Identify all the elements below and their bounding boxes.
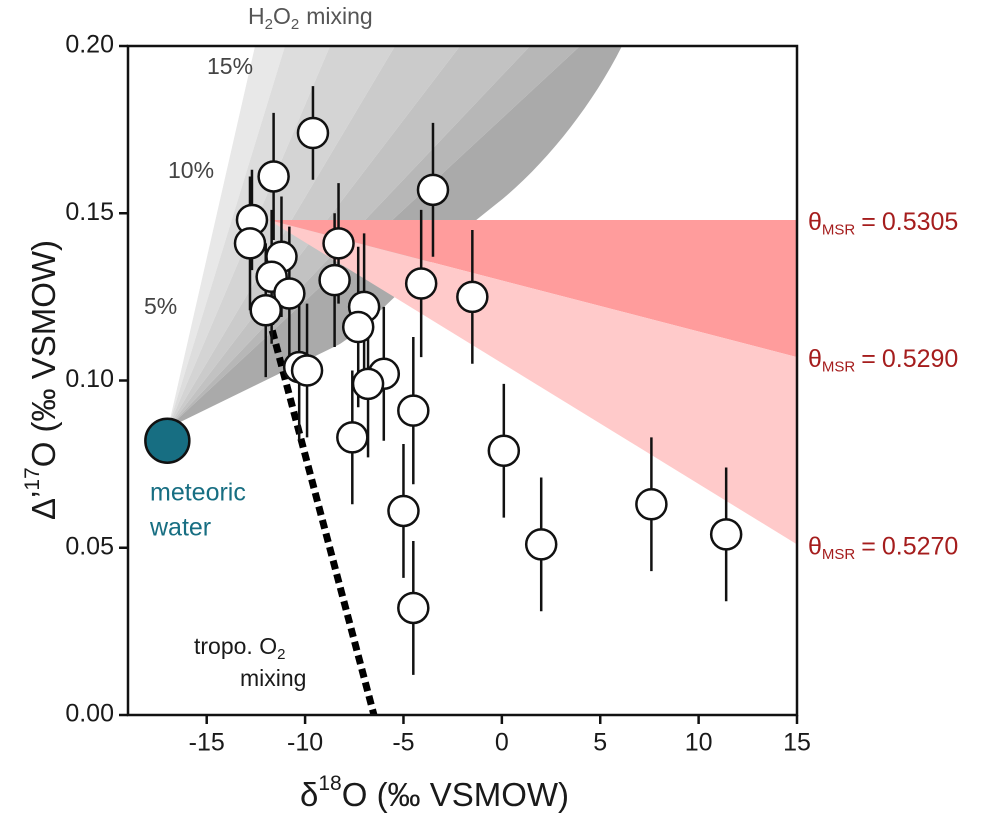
sample-point bbox=[336, 421, 369, 454]
tropo-label: tropo. O2 bbox=[194, 633, 285, 663]
y-tick-label: 0.20 bbox=[65, 31, 114, 59]
x-tick-label: -15 bbox=[189, 729, 225, 757]
percent-label: 15% bbox=[207, 53, 253, 79]
percent-label: 10% bbox=[168, 157, 214, 183]
theta-label-part: MSR bbox=[822, 359, 856, 376]
y-tick-label: 0.15 bbox=[65, 198, 114, 226]
theta-label-part: MSR bbox=[822, 221, 856, 238]
meteoric-label: meteoric bbox=[150, 479, 246, 507]
sample-point bbox=[351, 367, 385, 401]
tropo-label-part: 2 bbox=[277, 646, 285, 663]
x-tick-label: 15 bbox=[783, 729, 811, 757]
percent-label: 5% bbox=[144, 293, 177, 319]
y-tick-label: 0.05 bbox=[65, 532, 114, 560]
x-axis-label: δ18O (‰ VSMOW) bbox=[300, 771, 569, 812]
h2o2-title-part: mixing bbox=[306, 3, 372, 29]
h2o2-title-part: O bbox=[273, 3, 291, 29]
sample-point bbox=[709, 518, 743, 551]
x-axis-label-part: O (‰ VSMOW) bbox=[342, 776, 569, 813]
x-tick-label: 10 bbox=[685, 729, 713, 757]
x-axis-label-part: δ bbox=[300, 776, 318, 813]
meteoric-water-point bbox=[144, 417, 191, 464]
y-tick-label: 0.00 bbox=[65, 700, 114, 728]
sample-point bbox=[487, 434, 521, 467]
theta-label-part: θ bbox=[808, 345, 822, 373]
sample-point bbox=[318, 263, 351, 297]
h2o2-title-part: H bbox=[248, 3, 265, 29]
tropo-label-part: tropo. O bbox=[194, 633, 277, 659]
sample-point bbox=[397, 591, 430, 625]
sample-point bbox=[404, 267, 438, 300]
tropo-mixing-line bbox=[265, 316, 378, 716]
y-tick-label: 0.10 bbox=[65, 365, 114, 393]
x-axis-label-part: 18 bbox=[318, 771, 341, 794]
sample-point bbox=[635, 488, 668, 521]
theta-label: θMSR = 0.5290 bbox=[808, 345, 958, 376]
theta-label-part: = bbox=[861, 532, 876, 560]
sample-point bbox=[341, 310, 375, 344]
tropo-label: mixing bbox=[240, 665, 306, 691]
h2o2-title: H2O2 mixing bbox=[248, 3, 373, 33]
x-tick-label: -5 bbox=[392, 729, 414, 757]
theta-label-part: = bbox=[861, 345, 876, 373]
sample-point bbox=[249, 294, 282, 327]
y-axis-label-part: O (‰ VSMOW) bbox=[25, 240, 62, 467]
meteoric-label: water bbox=[149, 514, 211, 542]
sample-point bbox=[296, 116, 330, 150]
y-axis-label-part: 17 bbox=[20, 467, 43, 490]
y-axis-label-part: Δ’ bbox=[25, 491, 62, 520]
sample-point bbox=[387, 494, 420, 528]
theta-wedge bbox=[268, 219, 797, 545]
x-tick-label: -10 bbox=[287, 729, 323, 757]
y-axis-label: Δ’17O (‰ VSMOW) bbox=[20, 240, 61, 520]
theta-label-part: θ bbox=[808, 208, 822, 236]
sample-point bbox=[524, 528, 558, 561]
theta-label-part: 0.5270 bbox=[882, 532, 958, 560]
sample-point bbox=[322, 227, 355, 260]
theta-label-part: 0.5290 bbox=[882, 345, 958, 373]
x-tick-label: 0 bbox=[495, 729, 509, 757]
theta-label: θMSR = 0.5305 bbox=[808, 208, 958, 239]
sample-point bbox=[273, 277, 306, 310]
sample-point bbox=[416, 173, 450, 207]
h2o2-title-part: 2 bbox=[291, 16, 299, 33]
theta-label-part: = bbox=[861, 208, 876, 236]
x-tick-label: 5 bbox=[593, 729, 607, 757]
sample-point bbox=[257, 160, 290, 193]
theta-label-part: MSR bbox=[822, 546, 856, 563]
sample-point bbox=[290, 354, 324, 387]
sample-point bbox=[233, 227, 267, 260]
theta-label-part: 0.5305 bbox=[882, 208, 958, 236]
theta-label-part: θ bbox=[808, 532, 822, 560]
sample-point bbox=[456, 280, 489, 314]
h2o2-title-part: 2 bbox=[265, 16, 273, 33]
theta-wedge bbox=[268, 219, 797, 358]
sample-point bbox=[397, 394, 430, 427]
theta-label: θMSR = 0.5270 bbox=[808, 532, 958, 563]
